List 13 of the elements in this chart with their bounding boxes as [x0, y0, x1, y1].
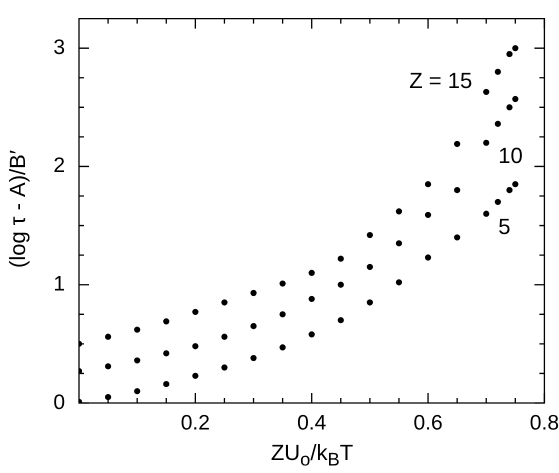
legend-label: 5 [498, 214, 510, 239]
y-tick-label: 1 [53, 272, 65, 296]
x-tick-label: 0.8 [530, 411, 559, 434]
legend-label: 10 [498, 142, 523, 168]
series-label: Z = 15 [409, 68, 472, 93]
y-axis-title: (log τ - A)/B′ [5, 149, 31, 270]
x-tick-label: 0.2 [180, 411, 210, 434]
x-axis-title: ZU$_{o}$/k$_{B}$T [270, 440, 354, 470]
x-tick-label: 0.6 [413, 411, 443, 434]
y-tick-label: 3 [53, 36, 65, 59]
y-tick-label: 0 [53, 390, 65, 414]
y-tick-label: 2 [53, 154, 65, 178]
x-tick-label: 0.4 [297, 411, 327, 434]
